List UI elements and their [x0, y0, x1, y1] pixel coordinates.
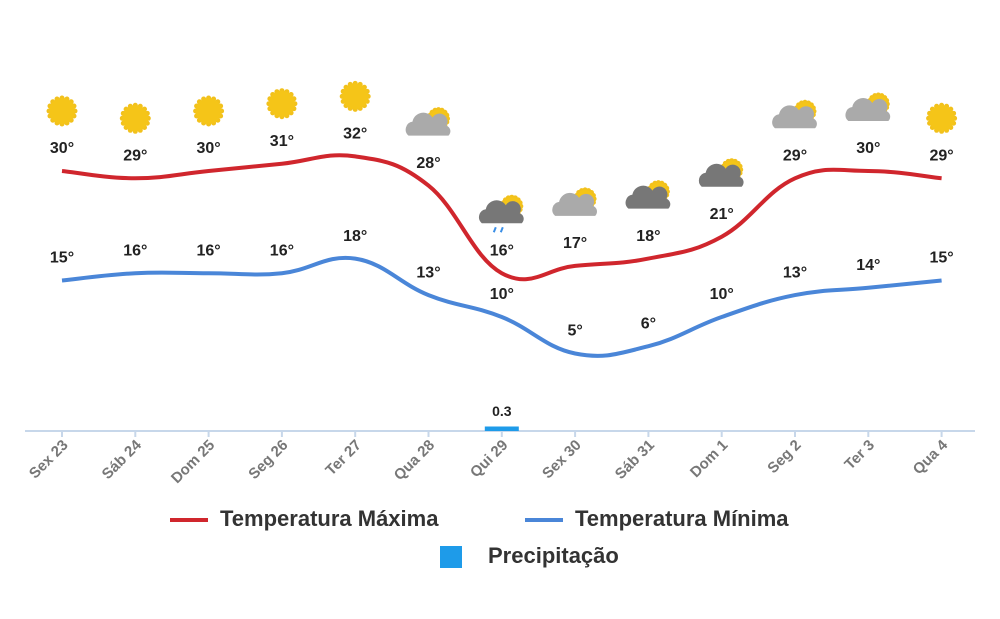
weather-icon: [339, 80, 371, 112]
sun: [268, 90, 295, 117]
weather-icon: [926, 102, 958, 134]
value-label: 16°: [196, 242, 220, 259]
weather-icon: [46, 95, 78, 127]
sun: [49, 98, 75, 124]
rain-drops: [492, 226, 504, 233]
value-label: 28°: [416, 155, 440, 172]
legend-label: Temperatura Máxima: [220, 506, 439, 531]
weather-icon: [625, 180, 671, 209]
legend-label: Precipitação: [488, 543, 619, 568]
weather-icon: [552, 187, 597, 216]
value-label: 18°: [636, 228, 660, 245]
weather-icon: [193, 95, 225, 127]
value-label: 6°: [641, 315, 656, 332]
weather-icon: [405, 107, 451, 136]
value-label: 29°: [123, 148, 147, 165]
value-label: 16°: [123, 242, 147, 259]
line: [61, 153, 942, 282]
value-label: 29°: [929, 148, 953, 165]
sun: [928, 105, 955, 132]
value-label: 16°: [490, 242, 514, 259]
weather-icon: [845, 92, 891, 121]
value-label: 30°: [50, 140, 74, 157]
value-label: 17°: [563, 235, 587, 252]
value-label: 31°: [270, 133, 294, 150]
cloud: [772, 105, 817, 129]
cloud: [698, 163, 744, 187]
value-label: 15°: [929, 250, 953, 267]
value-label: 13°: [783, 264, 807, 281]
value-label: 30°: [856, 140, 880, 157]
value-label: 16°: [270, 242, 294, 259]
weather-icon: [698, 158, 744, 187]
line: [61, 255, 942, 358]
weather-icon: [266, 88, 298, 120]
value-label: 5°: [567, 323, 582, 340]
precip-bar: [484, 426, 519, 431]
weather-icon: [772, 99, 817, 129]
value-label: 10°: [710, 286, 734, 303]
value-label: 10°: [490, 286, 514, 303]
precip-label: 0.3: [492, 403, 512, 419]
cloud: [552, 192, 597, 216]
value-label: 21°: [710, 206, 734, 223]
value-label: 14°: [856, 257, 880, 274]
cloud: [625, 185, 671, 209]
weather-icon: [119, 102, 151, 134]
value-label: 18°: [343, 228, 367, 245]
cloud: [845, 98, 891, 121]
sun: [122, 105, 149, 132]
weather-icon: [478, 194, 524, 233]
value-label: 29°: [783, 148, 807, 165]
sun: [195, 98, 222, 124]
legend-label: Temperatura Mínima: [575, 506, 789, 531]
cloud: [478, 200, 524, 224]
value-label: 32°: [343, 126, 367, 143]
sun: [342, 83, 369, 110]
value-label: 30°: [196, 140, 220, 157]
value-label: 15°: [50, 250, 74, 267]
cloud: [405, 112, 451, 136]
value-label: 13°: [416, 264, 440, 281]
legend-swatch: [440, 546, 462, 568]
